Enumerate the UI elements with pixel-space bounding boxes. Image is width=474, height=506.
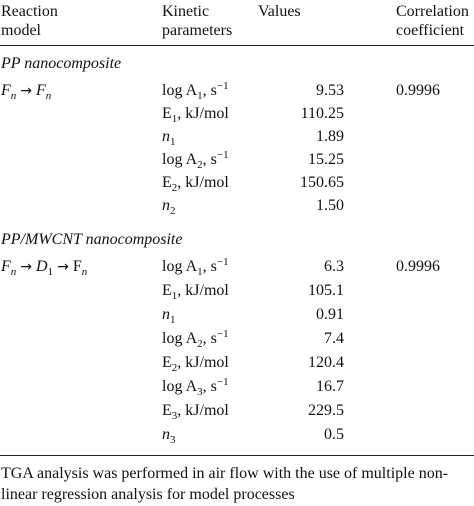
header-kinetic-parameters: Kinetic parameters (162, 2, 232, 40)
value: 16.7 (316, 378, 344, 395)
kinetic-parameter: log A1, s−1 (162, 256, 229, 278)
header-correlation-line2: coefficient (396, 22, 465, 39)
value: 150.65 (300, 174, 344, 191)
header-values-label: Values (258, 3, 301, 20)
table-row: Fn → D1 → Fn log A1, s−1 6.3 0.9996 (0, 255, 474, 278)
value: 7.4 (324, 330, 344, 347)
kinetic-parameter: n2 (162, 197, 176, 217)
kinetic-parameter: log A3, s−1 (162, 376, 229, 398)
table-footnote: TGA analysis was performed in air flow w… (1, 465, 449, 503)
header-correlation-line1: Correlation (396, 3, 469, 20)
kinetic-parameter: E2, kJ/mol (162, 354, 229, 374)
correlation-coefficient: 0.9996 (396, 82, 440, 99)
table-row: n3 0.5 (0, 423, 474, 446)
section-title-row: PP/MWCNT nanocomposite (0, 228, 474, 251)
header-values: Values (258, 2, 301, 21)
value: 1.89 (316, 128, 344, 145)
value: 1.50 (316, 197, 344, 214)
header-reaction-model: Reaction model (1, 2, 58, 40)
value: 120.4 (308, 354, 344, 371)
header-kinetic-parameters-line2: parameters (162, 22, 233, 39)
table-row: E2, kJ/mol 150.65 (0, 171, 474, 194)
correlation-coefficient: 0.9996 (396, 258, 440, 275)
value: 0.91 (316, 306, 344, 323)
value: 6.3 (324, 258, 344, 275)
table-row: E1, kJ/mol 110.25 (0, 102, 474, 125)
kinetic-parameter: log A1, s−1 (162, 80, 229, 102)
value: 229.5 (308, 402, 344, 419)
table-row: E2, kJ/mol 120.4 (0, 351, 474, 374)
value: 105.1 (308, 282, 344, 299)
table-row: log A2, s−1 7.4 (0, 327, 474, 350)
kinetic-parameter: n1 (162, 128, 176, 148)
section-title-row: PP nanocomposite (0, 52, 474, 75)
kinetic-parameter: log A2, s−1 (162, 328, 229, 350)
table-row: log A2, s−1 15.25 (0, 148, 474, 171)
table-row: n2 1.50 (0, 194, 474, 217)
kinetic-parameter: n1 (162, 306, 176, 326)
header-rule (0, 45, 474, 46)
section-title: PP/MWCNT nanocomposite (1, 231, 183, 248)
kinetic-parameter: log A2, s−1 (162, 149, 229, 171)
section-title: PP nanocomposite (1, 55, 122, 72)
kinetic-parameter: E1, kJ/mol (162, 282, 229, 302)
table-row: n1 0.91 (0, 303, 474, 326)
table-row: E1, kJ/mol 105.1 (0, 279, 474, 302)
header-reaction-model-line1: Reaction (1, 3, 58, 20)
value: 0.5 (324, 426, 344, 443)
reaction-model: Fn → Fn (1, 82, 52, 102)
table-row: log A3, s−1 16.7 (0, 375, 474, 398)
table-row: n1 1.89 (0, 125, 474, 148)
value: 15.25 (308, 151, 344, 168)
header-reaction-model-line2: model (1, 22, 41, 39)
reaction-model: Fn → D1 → Fn (1, 258, 88, 278)
value: 110.25 (300, 105, 344, 122)
header-kinetic-parameters-line1: Kinetic (162, 3, 210, 20)
table-row: Fn → Fn log A1, s−1 9.53 0.9996 (0, 79, 474, 102)
kinetic-parameter: E3, kJ/mol (162, 402, 229, 422)
kinetic-parameter: E1, kJ/mol (162, 105, 229, 125)
kinetic-parameter: E2, kJ/mol (162, 174, 229, 194)
value: 9.53 (316, 82, 344, 99)
kinetic-parameter: n3 (162, 426, 176, 446)
header-correlation-coefficient: Correlation coefficient (396, 2, 469, 40)
table-row: E3, kJ/mol 229.5 (0, 399, 474, 422)
footer-rule (0, 455, 474, 456)
